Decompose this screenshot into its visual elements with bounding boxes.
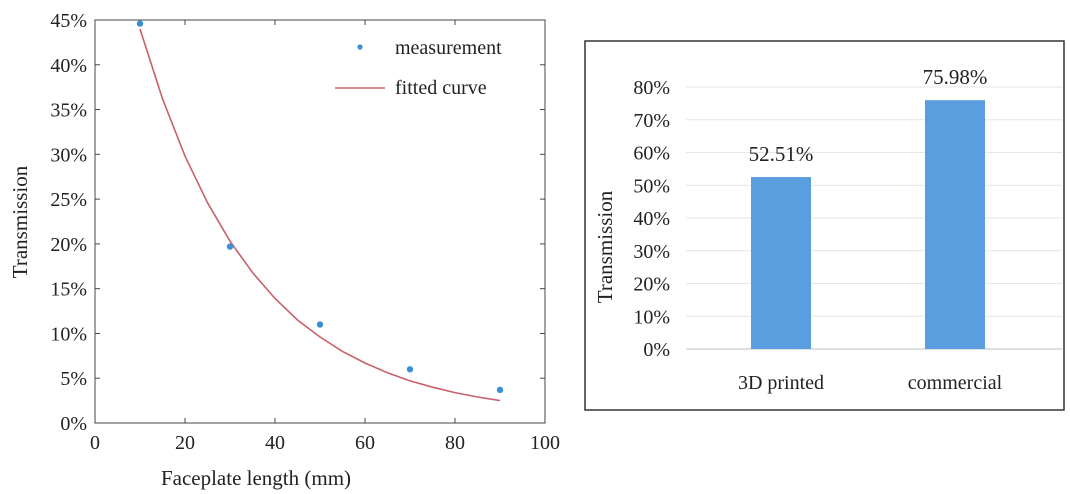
y-tick-label: 10%: [50, 323, 87, 345]
x-tick-label: 40: [265, 432, 285, 454]
measurement-point: [496, 386, 504, 394]
bar-y-tick-label: 80%: [633, 77, 670, 99]
bar-y-axis-label: Transmission: [593, 190, 617, 303]
scatter-chart: 0% 5% 10% 15% 20% 25% 30% 35% 40% 45% 0 20 40 60 80 10…: [8, 10, 560, 490]
y-tick-label: 15%: [50, 279, 87, 301]
x-tick-label: 60: [355, 432, 375, 454]
measurement-point: [226, 243, 234, 250]
x-tick-label: 100: [530, 432, 560, 454]
fitted-curve-line: [139, 28, 501, 402]
legend: measurement fitted curve: [335, 37, 502, 99]
bar-category-label: 3D printed: [738, 372, 824, 394]
x-tick-label: 80: [445, 432, 465, 454]
plot-frame: [94, 19, 546, 424]
y-tick-label: 30%: [50, 144, 87, 166]
x-tick-label: 20: [175, 432, 195, 454]
bar-category-label: commercial: [908, 372, 1003, 394]
bar-y-tick-label: 30%: [633, 241, 670, 263]
y-tick-label: 25%: [50, 189, 87, 211]
y-axis-ticks: 0% 5% 10% 15% 20% 25% 30% 35% 40% 45%: [50, 10, 545, 435]
bar: [925, 100, 985, 349]
y-tick-label: 5%: [60, 368, 87, 390]
y-tick-label: 35%: [50, 100, 87, 122]
y-tick-label: 45%: [50, 10, 87, 32]
y-tick-label: 40%: [50, 55, 87, 77]
gridlines: [686, 86, 1062, 350]
bar-y-tick-label: 60%: [633, 143, 670, 165]
bar-data-label: 75.98%: [923, 65, 988, 89]
bar-y-tick-label: 10%: [633, 306, 670, 328]
bar-y-axis-ticks: 0% 10% 20% 30% 40% 50% 60% 70% 80%: [633, 77, 670, 361]
legend-fitted-curve-label: fitted curve: [395, 77, 487, 99]
bar: [751, 177, 811, 349]
y-tick-label: 20%: [50, 234, 87, 256]
bar-chart: 0% 10% 20% 30% 40% 50% 60% 70% 80% 52.51% 3D prin…: [584, 40, 1065, 411]
bar-y-tick-label: 40%: [633, 208, 670, 230]
measurement-point: [406, 366, 414, 373]
bar-y-tick-label: 0%: [643, 339, 670, 361]
x-tick-label: 0: [90, 432, 100, 454]
measurement-point: [136, 20, 144, 27]
measurement-point: [316, 321, 324, 328]
y-tick-label: 0%: [60, 413, 87, 435]
bar-y-tick-label: 70%: [633, 110, 670, 132]
x-axis-ticks: 0 20 40 60 80 100: [90, 20, 560, 454]
legend-measurement-label: measurement: [395, 37, 502, 59]
measurement-points: [136, 20, 504, 394]
bars: 52.51% 3D printed 75.98% commercial: [738, 65, 1003, 394]
legend-measurement-marker: [357, 44, 363, 50]
bar-y-tick-label: 50%: [633, 175, 670, 197]
y-axis-label: Transmission: [8, 165, 32, 278]
bar-y-tick-label: 20%: [633, 274, 670, 296]
bar-data-label: 52.51%: [749, 142, 814, 166]
x-axis-label: Faceplate length (mm): [161, 466, 351, 490]
